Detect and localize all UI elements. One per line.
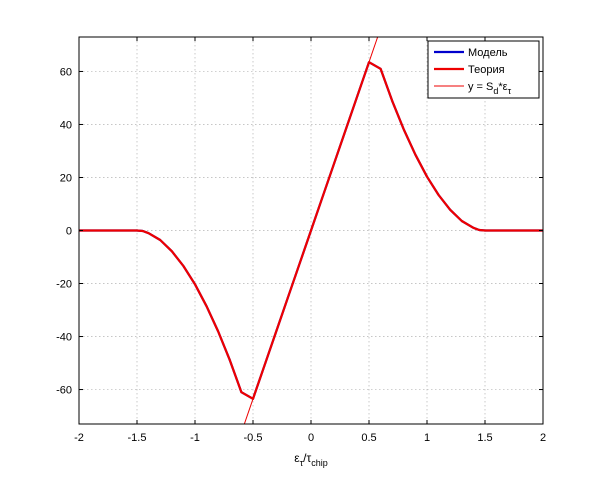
series-line-2 [243,37,379,424]
legend-entry-label: Модель [468,47,508,59]
x-tick-label: 1 [424,432,430,444]
x-tick-label: -1 [190,432,200,444]
y-tick-label: -60 [56,385,72,397]
x-tick-label: 0 [308,432,314,444]
x-tick-label: 2 [540,432,546,444]
y-tick-label: -20 [56,279,72,291]
y-tick-label: 60 [60,66,72,78]
legend-entry-label: y = Sd*ετ [468,81,512,96]
y-tick-label: 0 [66,226,72,238]
x-tick-label: -0.5 [244,432,263,444]
y-tick-label: 40 [60,119,72,131]
tick-labels: -2 -1.5 -1 -0.5 0 0.5 1 1.5 2 -60 -40 -20 0 20 40 60 [56,66,546,444]
x-tick-label: 0.5 [361,432,376,444]
plot-area [79,37,543,424]
y-tick-label: -40 [56,332,72,344]
legend: Модель Теория y = Sd*ετ [427,40,540,99]
x-tick-label: -1.5 [128,432,147,444]
y-tick-label: 20 [60,172,72,184]
legend-entry-label: Теория [468,64,505,76]
x-axis-label: ετ/τchip [294,451,328,468]
x-tick-label: 1.5 [477,432,492,444]
x-tick-label: -2 [74,432,84,444]
ticks [78,37,544,424]
